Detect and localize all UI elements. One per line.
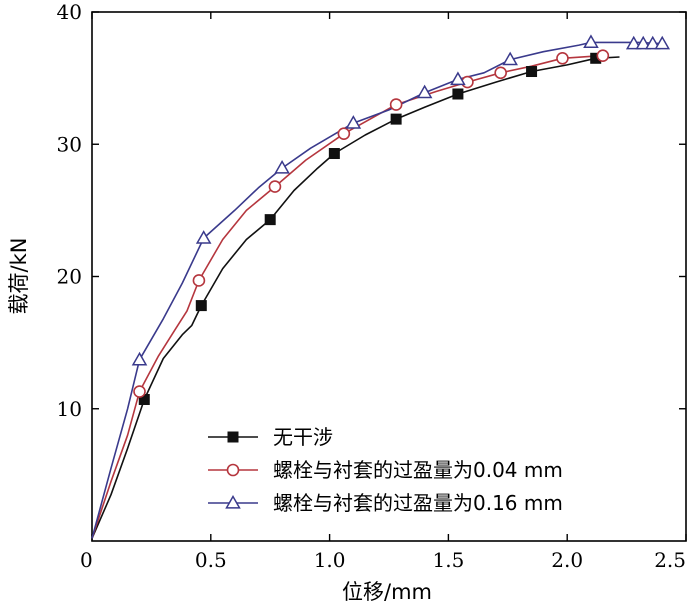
legend-label-2: 螺栓与衬套的过盈量为0.04 mm	[273, 458, 563, 482]
data-point-series-2	[556, 51, 569, 65]
legend-marker-3	[225, 494, 241, 509]
data-point-series-1	[390, 113, 402, 125]
series-line-3	[91, 41, 663, 539]
x-tick-label: 0.5	[195, 548, 227, 572]
data-point-series-1	[264, 214, 276, 226]
y-tick-label: 30	[57, 132, 82, 156]
data-point-series-2	[192, 274, 206, 287]
y-tick-label: 40	[57, 0, 82, 24]
data-point-series-3	[131, 351, 148, 366]
data-point-series-3	[644, 35, 661, 50]
data-point-series-3	[450, 71, 466, 86]
legend-label-1: 无干涉	[273, 425, 333, 449]
axis-ticks: 0 0.5 1.0 1.5 2.0 2.5 10 20 30 40	[57, 0, 687, 572]
x-tick-label: 2.5	[654, 548, 686, 572]
data-point-series-3	[583, 34, 599, 49]
y-tick-label: 20	[57, 265, 82, 289]
x-tick-label: 1.0	[314, 548, 346, 572]
data-point-series-1	[328, 148, 340, 160]
data-point-series-3	[345, 115, 362, 129]
x-tick-label: 0	[80, 548, 93, 572]
data-point-series-3	[625, 35, 642, 50]
y-tick-label: 10	[57, 397, 82, 421]
data-point-series-3	[274, 160, 290, 174]
data-point-series-2	[337, 127, 351, 140]
data-point-series-3	[195, 230, 212, 244]
data-point-series-2	[133, 385, 146, 398]
data-point-series-1	[526, 66, 538, 78]
data-point-series-3	[635, 35, 652, 50]
data-point-series-1	[195, 300, 207, 312]
legend-label-3: 螺栓与衬套的过盈量为0.16 mm	[273, 491, 563, 515]
data-point-series-1	[452, 88, 464, 100]
data-point-series-2	[389, 98, 403, 111]
data-point-series-2	[268, 180, 282, 193]
legend-marker-1	[227, 431, 239, 443]
x-axis-title: 位移/mm	[342, 580, 432, 604]
data-point-series-3	[416, 84, 433, 99]
data-point-series-3	[654, 35, 671, 50]
series-markers	[131, 34, 671, 405]
legend-marker-2	[226, 463, 240, 477]
series-line-1	[91, 56, 620, 539]
y-axis-title: 载荷/kN	[7, 238, 31, 315]
x-tick-label: 2.0	[551, 548, 583, 572]
data-point-series-2	[596, 49, 610, 62]
x-tick-label: 1.5	[432, 548, 464, 572]
data-point-series-3	[502, 51, 518, 66]
data-point-series-2	[494, 66, 507, 80]
